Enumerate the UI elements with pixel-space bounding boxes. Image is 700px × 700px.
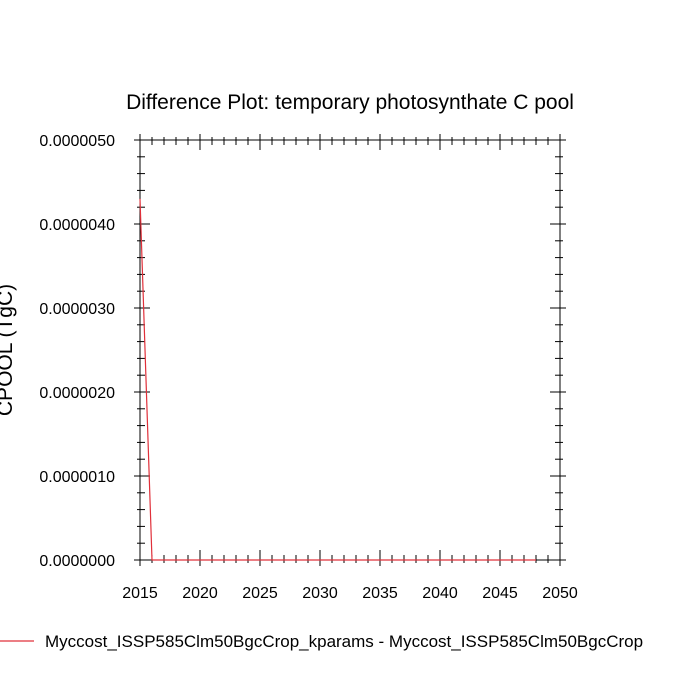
x-tick-label: 2025: [242, 585, 278, 602]
y-tick-label: 0.0000030: [39, 301, 115, 318]
x-tick-label: 2050: [542, 585, 578, 602]
legend: Myccost_ISSP585Clm50BgcCrop_kparams - My…: [0, 632, 643, 651]
x-tick-label: 2030: [302, 585, 338, 602]
x-axis-ticks: 2015 2020 2025 2030 2035 2040 2045 2050: [122, 134, 578, 602]
y-tick-label: 0.0000000: [39, 553, 115, 570]
y-tick-label: 0.0000020: [39, 385, 115, 402]
y-tick-label: 0.0000040: [39, 217, 115, 234]
x-tick-label: 2045: [482, 585, 518, 602]
y-axis-ticks: 0.0000000 0.0000010 0.0000020 0.0000030 0.00…: [39, 133, 566, 570]
y-axis-label: CPOOL (TgC): [0, 284, 17, 416]
x-tick-label: 2015: [122, 585, 158, 602]
plot-frame: [139, 139, 561, 561]
y-tick-label: 0.0000050: [39, 133, 115, 150]
x-tick-label: 2040: [422, 585, 458, 602]
y-tick-label: 0.0000010: [39, 469, 115, 486]
series-line: [139, 198, 536, 561]
chart-title: Difference Plot: temporary photosynthate…: [126, 91, 574, 114]
x-tick-label: 2035: [362, 585, 398, 602]
x-tick-label: 2020: [182, 585, 218, 602]
series-layer: [139, 198, 536, 561]
legend-label: Myccost_ISSP585Clm50BgcCrop_kparams - My…: [45, 632, 643, 651]
